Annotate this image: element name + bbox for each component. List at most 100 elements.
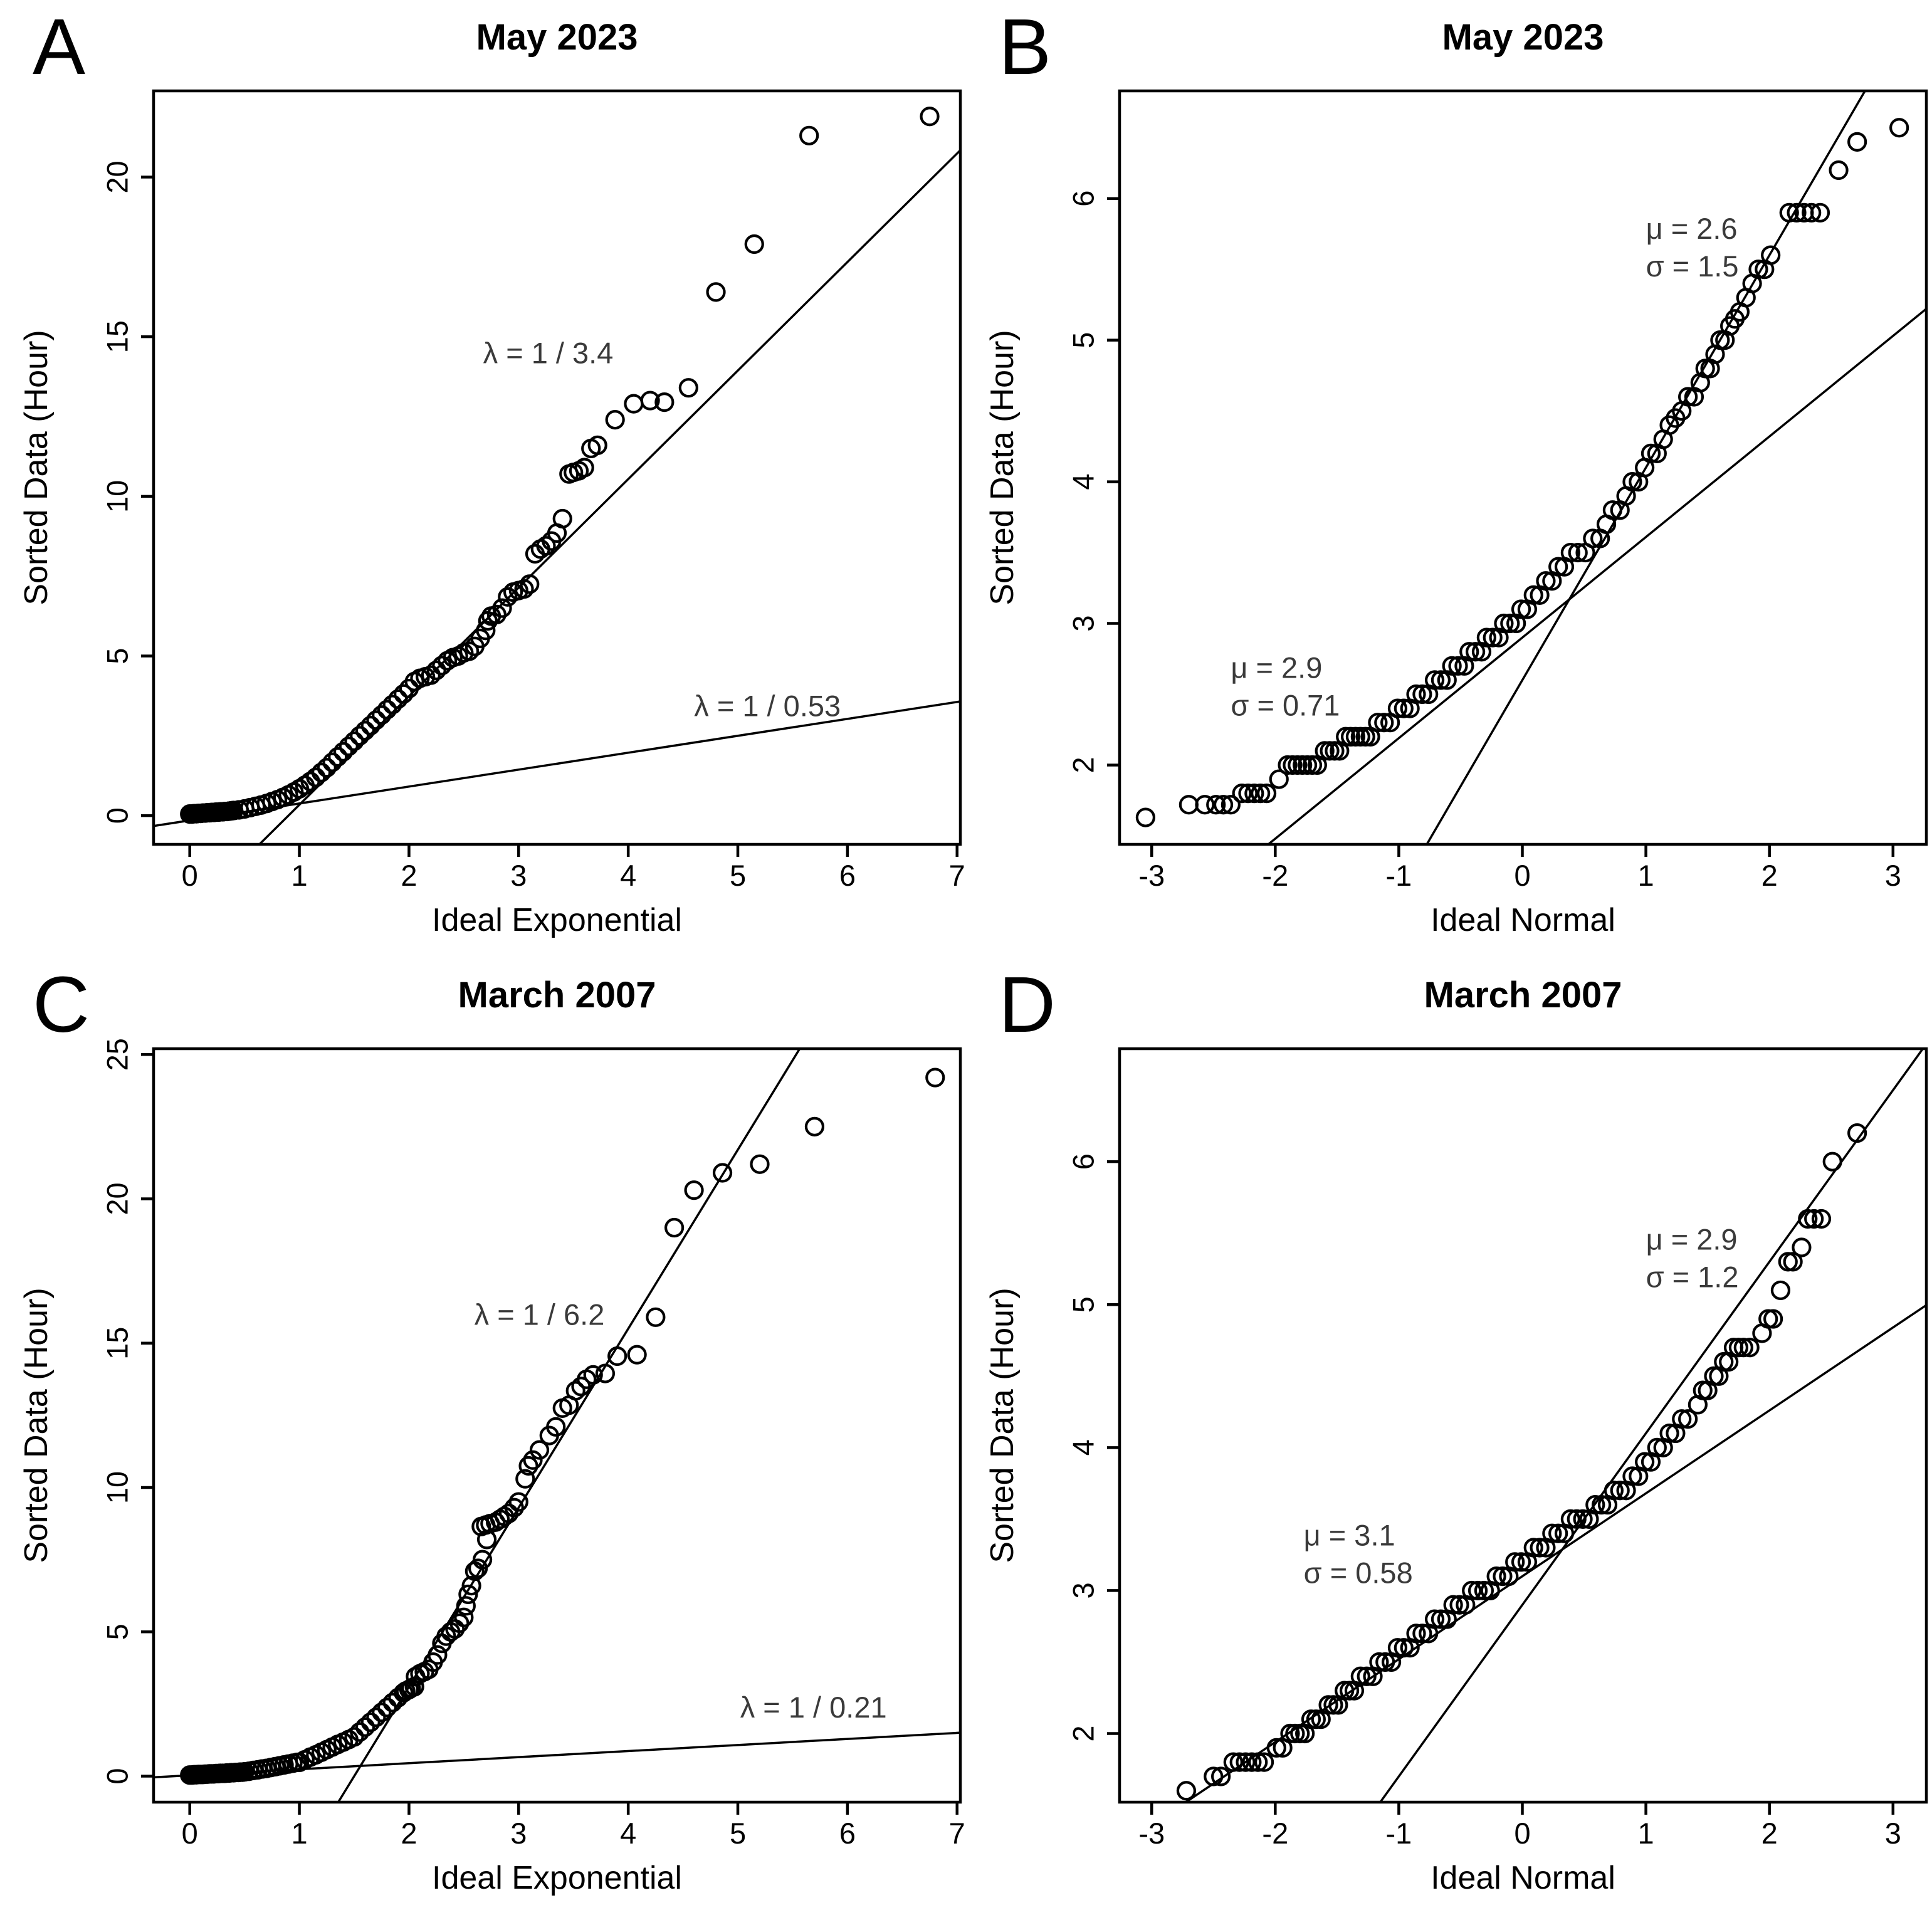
y-tick-label: 0 <box>101 1768 134 1784</box>
data-point <box>1792 1237 1812 1257</box>
data-point <box>1431 1609 1451 1629</box>
data-point <box>624 394 644 414</box>
data-points <box>1176 1123 1867 1801</box>
data-point <box>1221 795 1241 815</box>
fit-line-annotations: λ = 1 / 3.4 λ = 1 / 0.53 <box>483 336 841 722</box>
data-point <box>684 1180 704 1200</box>
data-point <box>1244 784 1264 804</box>
data-point <box>1424 670 1445 690</box>
data-point <box>1733 1338 1753 1358</box>
data-point <box>1374 713 1394 733</box>
x-tick-label: -3 <box>1138 859 1165 892</box>
data-point <box>920 107 940 127</box>
y-tick-label: 2 <box>1067 1725 1100 1741</box>
data-point <box>1325 741 1345 761</box>
data-point <box>1256 784 1277 804</box>
data-point <box>1505 1552 1525 1572</box>
data-point <box>1336 727 1356 747</box>
data-point <box>583 1365 603 1385</box>
panel-d-x-axis-title: Ideal Normal <box>1431 1860 1615 1896</box>
data-point <box>1770 1280 1791 1301</box>
x-tick-label: -3 <box>1138 1817 1165 1850</box>
x-tick-label: 2 <box>401 1817 417 1850</box>
data-point <box>1288 755 1308 775</box>
y-tick-label: 10 <box>101 480 134 513</box>
axis-ticks: 0 1 2 3 4 5 6 7 0 5 10 15 20 25 <box>101 1038 965 1850</box>
data-point <box>1585 1494 1605 1515</box>
y-tick-label: 3 <box>1067 615 1100 631</box>
x-tick-label: 3 <box>510 859 527 892</box>
x-tick-label: 0 <box>1514 859 1530 892</box>
data-point <box>1213 795 1234 815</box>
data-point <box>1610 1481 1630 1501</box>
data-point <box>712 1163 733 1183</box>
y-tick-label: 6 <box>1067 191 1100 207</box>
data-point <box>627 1345 647 1365</box>
data-point <box>605 410 625 430</box>
data-point <box>1449 1595 1469 1615</box>
panel-a-title: May 2023 <box>476 17 638 58</box>
data-point <box>1278 755 1298 775</box>
y-tick-label: 6 <box>1067 1153 1100 1170</box>
fit-line-annotation: μ = 2.6 σ = 1.5 <box>1646 212 1739 283</box>
data-point <box>456 1596 476 1616</box>
data-point <box>449 1613 470 1634</box>
data-point <box>1511 1552 1531 1572</box>
data-point <box>1301 1709 1321 1729</box>
panel-c: C March 2007 Sorted Data (Hour) Ideal Ex… <box>0 958 966 1915</box>
data-point <box>1368 713 1388 733</box>
fit-line-annotations: λ = 1 / 6.2 λ = 1 / 0.21 <box>475 1298 887 1723</box>
fit-line-annotations: μ = 2.6 σ = 1.5 μ = 2.9 σ = 0.71 <box>1231 212 1738 721</box>
x-tick-label: 4 <box>620 859 636 892</box>
x-tick-label: 2 <box>401 859 417 892</box>
data-point <box>1511 599 1531 619</box>
data-point <box>1761 245 1781 265</box>
data-point <box>646 1307 666 1327</box>
x-tick-label: 3 <box>1885 859 1901 892</box>
data-point <box>1340 727 1361 747</box>
data-point <box>1748 260 1768 280</box>
data-point <box>1302 755 1323 775</box>
data-point <box>492 598 512 618</box>
y-tick-label: 10 <box>101 1471 134 1504</box>
x-tick-label: 5 <box>730 1817 746 1850</box>
data-point <box>1297 755 1318 775</box>
data-point <box>1315 741 1335 761</box>
y-tick-label: 5 <box>101 1624 134 1640</box>
data-point <box>565 1381 585 1401</box>
data-point <box>1179 795 1199 815</box>
data-point <box>1345 727 1366 747</box>
x-tick-label: 7 <box>949 859 965 892</box>
data-point <box>382 1692 402 1713</box>
y-tick-label: 25 <box>101 1038 134 1071</box>
data-point <box>1467 1580 1488 1601</box>
data-point <box>1847 132 1867 152</box>
data-point <box>1412 684 1432 705</box>
data-point <box>804 1116 825 1136</box>
plot-box <box>152 89 962 846</box>
y-tick-label: 4 <box>1067 474 1100 490</box>
data-point <box>1195 795 1215 815</box>
data-point <box>1542 1523 1562 1543</box>
data-point <box>1318 1695 1338 1715</box>
data-point <box>1523 1538 1543 1558</box>
data-point <box>311 762 332 783</box>
data-point <box>1280 1723 1300 1744</box>
data-point <box>1293 755 1313 775</box>
axis-ticks: -3 -2 -1 0 1 2 3 2 3 4 5 6 <box>1067 191 1901 892</box>
data-point <box>1236 1752 1256 1772</box>
data-point <box>498 587 518 607</box>
data-point <box>1229 1752 1249 1772</box>
data-point <box>306 767 326 787</box>
bulk-exponential-fit <box>153 1731 961 1779</box>
bulk-normal-fit <box>1268 308 1928 846</box>
x-tick-label: 0 <box>182 1817 198 1850</box>
data-point <box>1829 160 1849 181</box>
panel-c-plot-canvas: 0 1 2 3 4 5 6 7 0 5 10 15 20 25 λ = 1 / 6.2 λ = 1 / 0.2… <box>101 1038 965 1850</box>
y-tick-label: 15 <box>101 320 134 353</box>
data-point <box>1493 1566 1513 1587</box>
data-point <box>587 435 607 455</box>
x-tick-label: -1 <box>1386 859 1412 892</box>
plot-box <box>1118 1047 1928 1804</box>
y-tick-label: 15 <box>101 1327 134 1360</box>
